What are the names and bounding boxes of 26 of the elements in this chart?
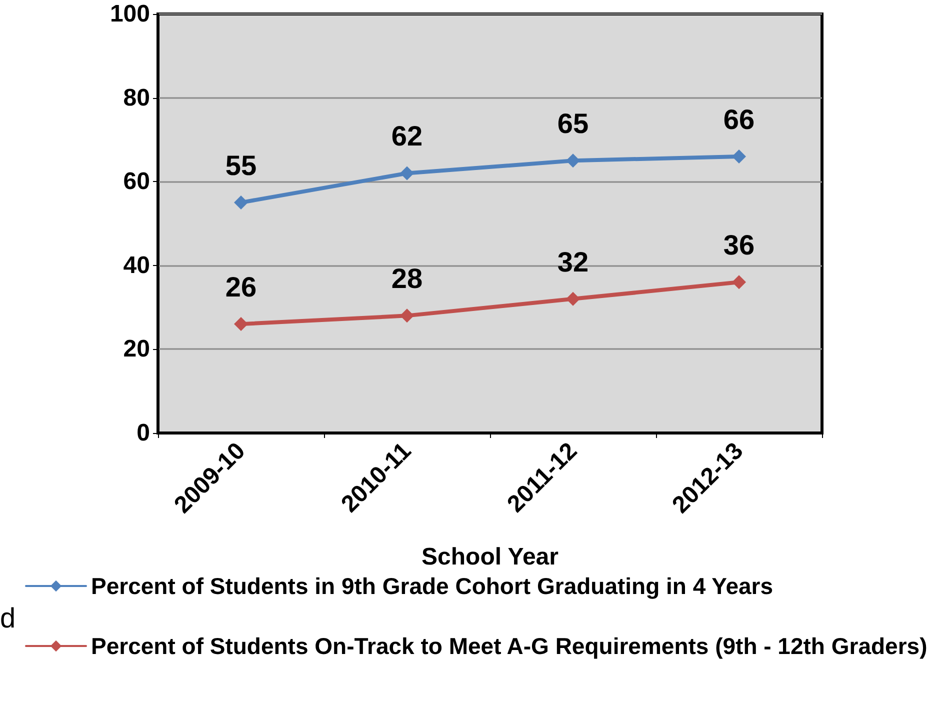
data-label: 66 bbox=[723, 104, 755, 135]
text: d bbox=[0, 602, 16, 634]
y-tick-label: 20 bbox=[123, 336, 150, 363]
data-label: 32 bbox=[557, 246, 589, 278]
legend-label: Percent of Students in 9th Grade Cohort Graduating in 4 Years bbox=[91, 573, 774, 599]
data-label: 26 bbox=[225, 272, 257, 303]
point bbox=[400, 308, 414, 323]
y-tick-label: 80 bbox=[123, 84, 150, 112]
point bbox=[234, 317, 248, 332]
data-label: 28 bbox=[391, 263, 423, 294]
data-label: 65 bbox=[557, 108, 589, 140]
y-tick-label: 40 bbox=[123, 252, 150, 279]
y-tick-label: 0 bbox=[136, 420, 150, 446]
y-tick-label: 100 bbox=[110, 0, 150, 28]
x-axis-title: School Year bbox=[422, 544, 558, 570]
data-label: 36 bbox=[723, 230, 755, 261]
legend-label: Percent of Students On-Track to Meet A-G Requirements (9th - 12th Graders) bbox=[91, 633, 928, 659]
point bbox=[732, 275, 746, 290]
point bbox=[400, 166, 414, 180]
point bbox=[732, 149, 746, 164]
data-label: 55 bbox=[225, 150, 257, 182]
point bbox=[566, 292, 580, 306]
data-label: 62 bbox=[391, 120, 423, 152]
point bbox=[234, 196, 248, 210]
point bbox=[566, 154, 580, 168]
y-tick-label: 60 bbox=[123, 168, 150, 196]
